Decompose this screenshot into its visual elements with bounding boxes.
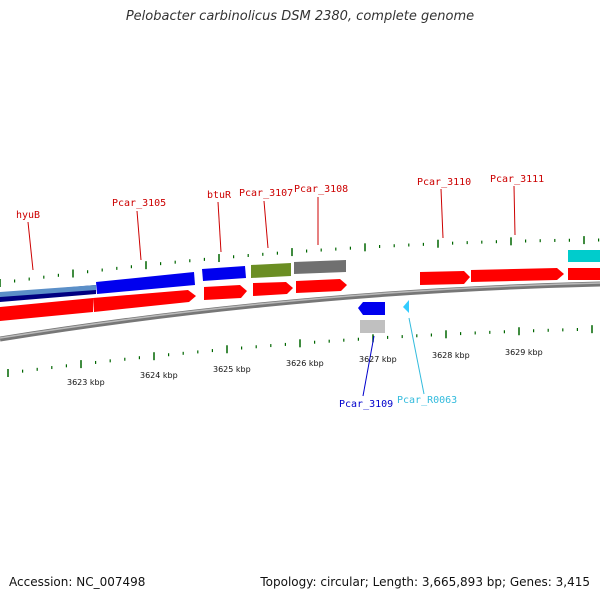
gene-pcar3109 (358, 302, 385, 315)
kbp-label: 3626 kbp (286, 359, 324, 368)
feature-pcar3108 (294, 260, 346, 274)
feature-track-upper (0, 250, 600, 302)
label-pcar3110: Pcar_3110 (417, 177, 471, 188)
kbp-label: 3629 kbp (505, 348, 543, 357)
accession-text: Accession: NC_007498 (9, 575, 146, 589)
gene-pcar3108 (296, 279, 347, 293)
feature-pcar3105 (96, 272, 195, 294)
feature-btuR (202, 266, 246, 281)
feature-steel (0, 285, 96, 297)
label-hyuB: hyuB (16, 210, 40, 221)
label-pcar3107: Pcar_3107 (239, 188, 293, 199)
gene-pcar3111 (471, 268, 564, 282)
feature-cyan (568, 250, 600, 262)
label-pcar-r0063: Pcar_R0063 (397, 395, 457, 406)
label-pcar3108: Pcar_3108 (294, 184, 348, 195)
kbp-label: 3627 kbp (359, 355, 397, 364)
gene-hyuB (0, 298, 93, 321)
kbp-label: 3628 kbp (432, 351, 470, 360)
reverse-strand-track (358, 300, 409, 333)
feature-pcar3107 (251, 263, 291, 278)
label-pcar3105: Pcar_3105 (112, 198, 166, 209)
gene-pcar3110 (420, 271, 470, 285)
kbp-labels: 3623 kbp 3624 kbp 3625 kbp 3626 kbp 3627… (67, 348, 543, 387)
map-title: Pelobacter carbinolicus DSM 2380, comple… (125, 9, 475, 24)
gene-labels: hyuB Pcar_3105 btuR Pcar_3107 Pcar_3108 … (16, 174, 544, 410)
rna-pcar-r0063 (403, 300, 409, 313)
gene-track (0, 268, 600, 321)
label-pcar3109: Pcar_3109 (339, 399, 393, 410)
gene-pcar3105 (93, 290, 196, 312)
genome-summary-text: Topology: circular; Length: 3,665,893 bp… (260, 575, 590, 589)
gene-right-edge (568, 268, 600, 280)
kbp-label: 3624 kbp (140, 371, 178, 380)
tick-row-bottom (7, 325, 593, 377)
label-pcar3111: Pcar_3111 (490, 174, 544, 185)
backbone (0, 281, 600, 342)
label-btuR: btuR (207, 190, 232, 201)
gene-pcar3109-cds (360, 320, 385, 333)
gene-btuR (204, 285, 247, 300)
tick-row-top (0, 236, 600, 287)
gene-pcar3107 (253, 282, 293, 296)
kbp-label: 3625 kbp (213, 365, 251, 374)
kbp-label: 3623 kbp (67, 378, 105, 387)
leader-lines (27, 185, 516, 397)
